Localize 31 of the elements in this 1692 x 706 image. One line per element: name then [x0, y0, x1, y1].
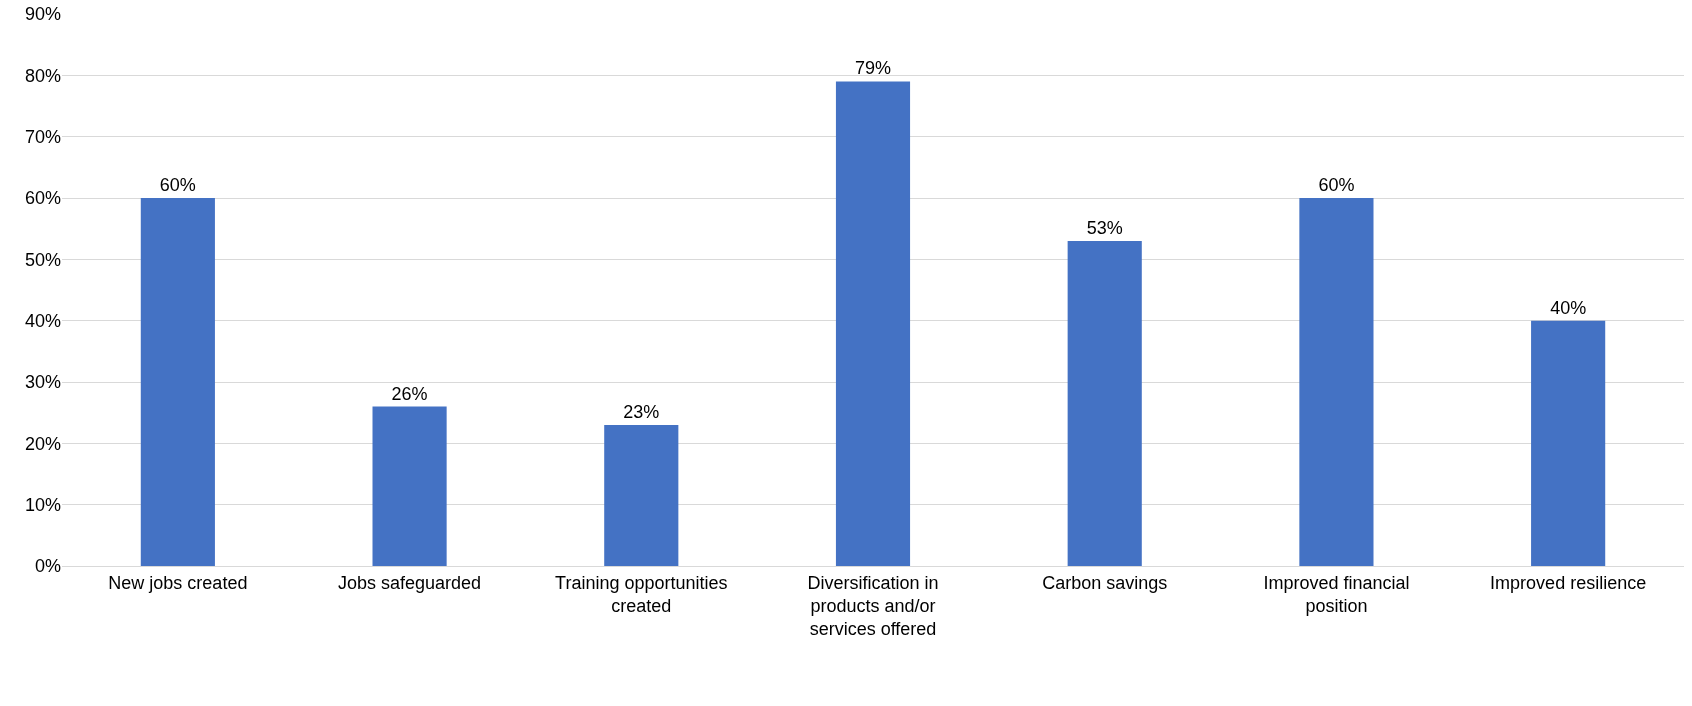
- x-tick-label: Training opportunities created: [555, 572, 728, 616]
- data-label: 40%: [1550, 297, 1587, 318]
- y-tick-label: 0%: [34, 556, 61, 577]
- y-tick-label: 60%: [24, 188, 61, 209]
- x-tick-label: Jobs safeguarded: [338, 572, 482, 593]
- y-tick-label: 30%: [24, 372, 61, 393]
- y-tick-label: 90%: [24, 4, 61, 25]
- bar: [1299, 198, 1374, 566]
- bar: [372, 406, 447, 566]
- x-tick-label: New jobs created: [108, 572, 248, 593]
- x-tick-label: Improved financial position: [1263, 572, 1410, 616]
- data-label: 79%: [854, 58, 892, 79]
- bar: [140, 198, 215, 566]
- data-label: 60%: [1318, 175, 1355, 195]
- y-tick-label: 70%: [24, 126, 61, 147]
- bar: [835, 81, 911, 566]
- data-label: 26%: [391, 383, 428, 404]
- y-tick-label: 20%: [24, 433, 61, 454]
- data-label: 53%: [1086, 217, 1123, 238]
- x-tick-label: Improved resilience: [1490, 572, 1647, 593]
- bar: [604, 424, 679, 566]
- x-tick-label: Carbon savings: [1042, 572, 1168, 593]
- bar: [1531, 320, 1606, 566]
- data-label: 23%: [623, 401, 660, 422]
- y-tick-label: 10%: [24, 494, 61, 515]
- data-label: 60%: [159, 175, 196, 195]
- y-tick-label: 80%: [24, 65, 61, 86]
- y-tick-label: 40%: [24, 310, 61, 331]
- bar: [1067, 240, 1142, 566]
- y-tick-label: 50%: [24, 249, 61, 270]
- x-tick-label: Diversification in products and/or services offered: [807, 572, 939, 640]
